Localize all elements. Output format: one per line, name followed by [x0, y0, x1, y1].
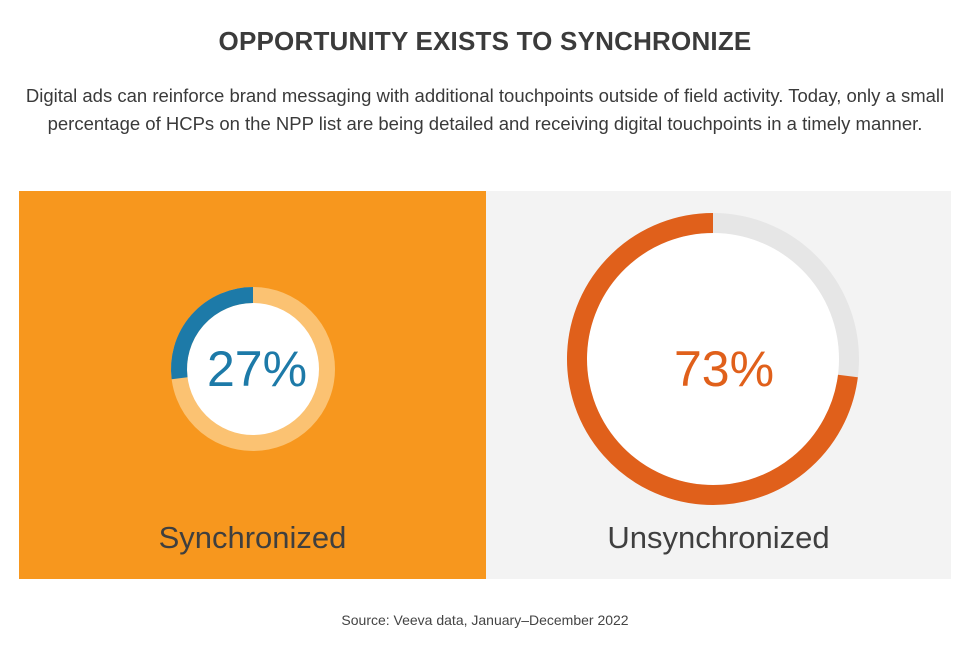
page-title: OPPORTUNITY EXISTS TO SYNCHRONIZE: [218, 26, 752, 56]
source-note: Source: Veeva data, January–December 202…: [341, 612, 629, 628]
synchronized-donut-arc: [171, 287, 254, 380]
unsynchronized-donut-arc: [567, 213, 858, 505]
unsynchronized-panel: 73% Unsynchronized: [486, 191, 951, 579]
synchronized-donut: 27%: [171, 287, 335, 451]
unsynchronized-donut: 73%: [567, 213, 859, 505]
synchronized-panel: 27% Synchronized: [19, 191, 486, 579]
synchronized-value-label: 27%: [207, 341, 307, 397]
unsynchronized-label: Unsynchronized: [607, 520, 830, 555]
synchronized-label: Synchronized: [158, 520, 347, 555]
page-subtitle: Digital ads can reinforce brand messagin…: [25, 85, 945, 134]
unsynchronized-value-label: 73%: [674, 341, 774, 397]
